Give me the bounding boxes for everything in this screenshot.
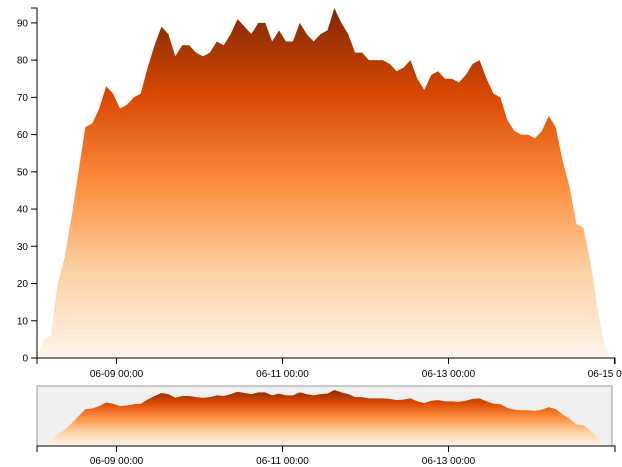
context-x-tick-label: 06-13 00:00 bbox=[422, 456, 476, 467]
area bbox=[37, 8, 611, 358]
context-area bbox=[37, 390, 611, 446]
x-axis bbox=[36, 357, 616, 364]
y-tick-label: 30 bbox=[17, 242, 29, 253]
y-tick-label: 10 bbox=[17, 316, 29, 327]
y-tick-label: 50 bbox=[17, 167, 29, 178]
x-tick-label: 06-15 00:00 bbox=[588, 369, 622, 380]
context-x-tick-label: 06-09 00:00 bbox=[90, 456, 144, 467]
x-tick-label: 06-11 00:00 bbox=[256, 369, 309, 380]
y-tick-label: 60 bbox=[17, 130, 29, 141]
x-tick-label: 06-13 00:00 bbox=[422, 369, 476, 380]
y-tick-label: 40 bbox=[17, 205, 29, 216]
y-tick-label: 70 bbox=[17, 93, 29, 104]
y-tick-label: 20 bbox=[17, 279, 29, 290]
context-x-tick-label: 06-11 00:00 bbox=[256, 456, 309, 467]
y-tick-label: 0 bbox=[22, 354, 28, 365]
y-tick-label: 90 bbox=[17, 18, 29, 29]
context-x-axis bbox=[36, 445, 616, 452]
y-tick-label: 80 bbox=[17, 56, 29, 67]
x-tick-label: 06-09 00:00 bbox=[90, 369, 144, 380]
